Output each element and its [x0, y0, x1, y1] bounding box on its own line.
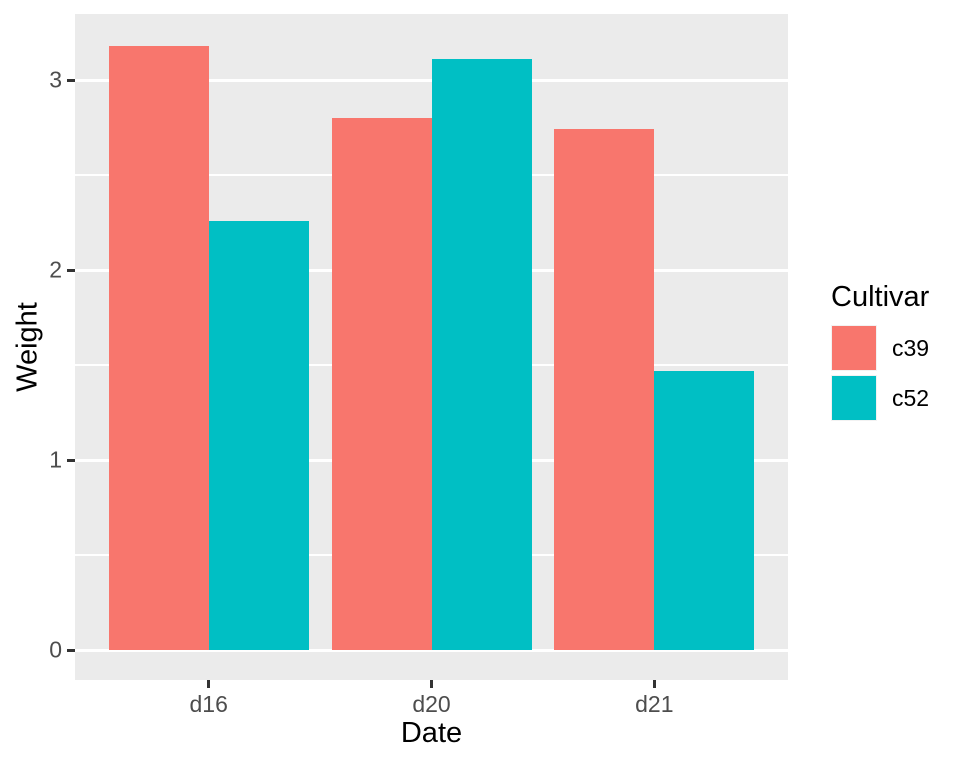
x-axis-title: Date	[400, 717, 463, 749]
y-tick-label: 0	[49, 636, 62, 663]
y-tick-mark	[67, 458, 75, 462]
bar-c52-d20	[431, 59, 532, 650]
legend-swatch-c39	[832, 326, 876, 370]
x-tick-mark	[652, 680, 656, 688]
legend-label: c52	[892, 384, 930, 411]
plot-panel	[75, 14, 788, 680]
x-tick-mark	[207, 680, 211, 688]
legend: Cultivar c39 c52	[831, 283, 929, 425]
y-tick-mark	[67, 648, 75, 652]
y-tick-label: 2	[49, 256, 62, 283]
x-tick-label: d21	[635, 691, 674, 717]
bar-c52-d16	[208, 221, 309, 650]
legend-key	[831, 375, 877, 421]
bar-c39-d21	[554, 129, 655, 650]
y-tick-label: 1	[49, 446, 62, 473]
y-axis-title: Weight	[11, 302, 44, 392]
legend-swatch-c52	[832, 376, 876, 420]
gridline-major	[75, 648, 788, 652]
y-tick-mark	[67, 268, 75, 272]
y-tick-mark	[67, 78, 75, 82]
legend-label: c39	[892, 334, 930, 361]
bar-c39-d16	[108, 46, 209, 650]
legend-entries: c39 c52	[831, 325, 929, 421]
x-tick-label: d20	[412, 691, 451, 717]
legend-entry-c39: c39	[831, 325, 929, 371]
bar-c39-d20	[331, 118, 432, 650]
legend-entry-c52: c52	[831, 375, 929, 421]
bar-c52-d21	[654, 371, 755, 650]
legend-title: Cultivar	[831, 281, 930, 313]
x-tick-mark	[430, 680, 433, 688]
legend-key	[831, 325, 877, 371]
x-tick-label: d16	[189, 691, 228, 717]
y-tick-label: 3	[49, 66, 62, 93]
